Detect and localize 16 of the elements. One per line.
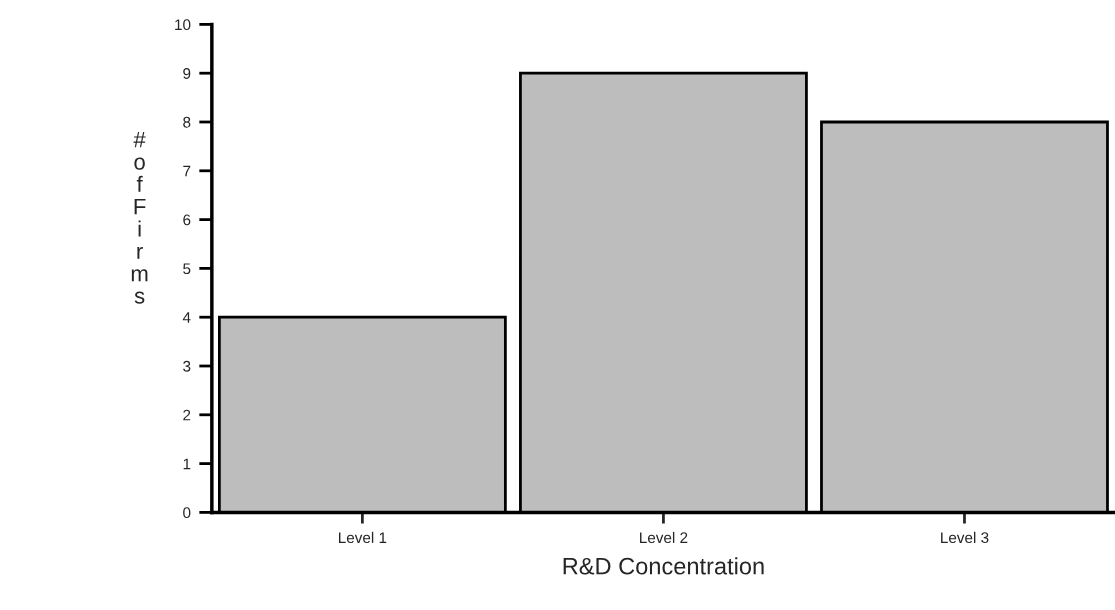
x-tick-label: Level 2 [640, 531, 688, 544]
y-tick-label: 2 [183, 409, 191, 421]
y-tick-label: 5 [183, 263, 191, 275]
y-axis-title: # of Firms [131, 132, 148, 304]
y-tick-label: 0 [183, 507, 191, 519]
x-tick-label: Level 3 [941, 531, 989, 544]
y-tick-label: 8 [183, 116, 191, 128]
y-tick-label: 10 [175, 19, 191, 31]
y-tick-label: 9 [183, 68, 191, 79]
x-axis-title: R&D Concentration [563, 557, 764, 575]
y-tick-label: 1 [183, 458, 191, 470]
y-tick-label: 7 [183, 165, 191, 177]
y-tick-label: 4 [182, 312, 191, 323]
y-tick-label: 3 [183, 360, 191, 372]
y-tick-label: 6 [183, 214, 191, 226]
x-tick-label: Level 1 [339, 531, 387, 544]
